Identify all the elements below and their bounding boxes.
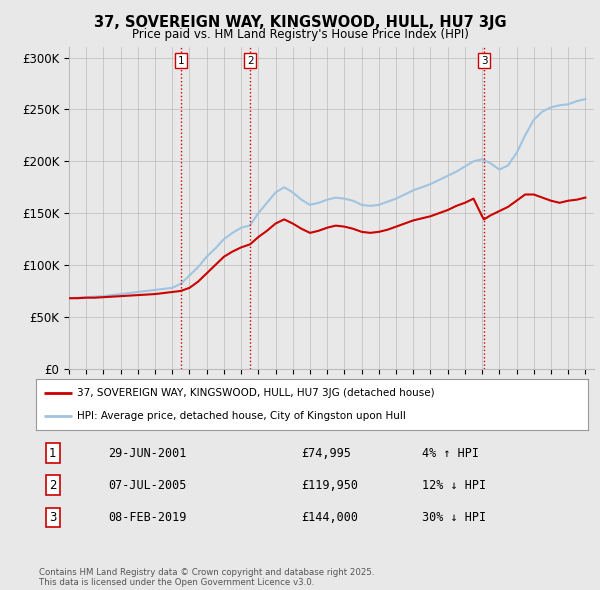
Text: 37, SOVEREIGN WAY, KINGSWOOD, HULL, HU7 3JG: 37, SOVEREIGN WAY, KINGSWOOD, HULL, HU7 … bbox=[94, 15, 506, 30]
Text: £74,995: £74,995 bbox=[301, 447, 351, 460]
Text: HPI: Average price, detached house, City of Kingston upon Hull: HPI: Average price, detached house, City… bbox=[77, 411, 406, 421]
Text: 1: 1 bbox=[178, 55, 184, 65]
Text: £119,950: £119,950 bbox=[301, 478, 358, 492]
Text: 12% ↓ HPI: 12% ↓ HPI bbox=[422, 478, 487, 492]
Text: 29-JUN-2001: 29-JUN-2001 bbox=[108, 447, 186, 460]
Text: 2: 2 bbox=[49, 478, 56, 492]
Text: 07-JUL-2005: 07-JUL-2005 bbox=[108, 478, 186, 492]
Text: 08-FEB-2019: 08-FEB-2019 bbox=[108, 511, 186, 524]
Text: 37, SOVEREIGN WAY, KINGSWOOD, HULL, HU7 3JG (detached house): 37, SOVEREIGN WAY, KINGSWOOD, HULL, HU7 … bbox=[77, 388, 435, 398]
Text: Price paid vs. HM Land Registry's House Price Index (HPI): Price paid vs. HM Land Registry's House … bbox=[131, 28, 469, 41]
Text: 3: 3 bbox=[49, 511, 56, 524]
Text: 4% ↑ HPI: 4% ↑ HPI bbox=[422, 447, 479, 460]
Text: 2: 2 bbox=[247, 55, 253, 65]
Text: £144,000: £144,000 bbox=[301, 511, 358, 524]
Text: 1: 1 bbox=[49, 447, 56, 460]
Text: Contains HM Land Registry data © Crown copyright and database right 2025.
This d: Contains HM Land Registry data © Crown c… bbox=[39, 568, 374, 587]
Text: 3: 3 bbox=[481, 55, 487, 65]
Text: 30% ↓ HPI: 30% ↓ HPI bbox=[422, 511, 487, 524]
